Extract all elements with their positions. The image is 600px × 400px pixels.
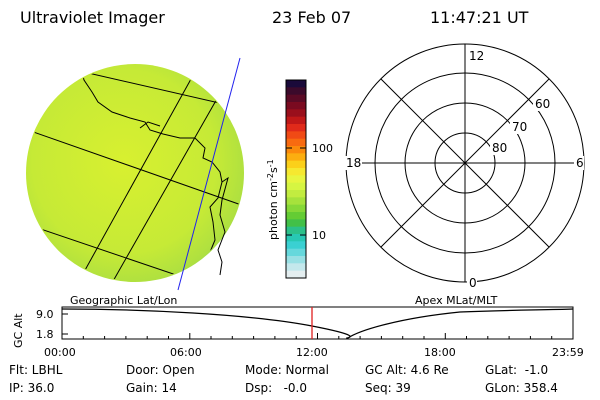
colorbar-frame (285, 79, 307, 279)
door-info: Door: Open (126, 363, 195, 377)
colorbar-segment (286, 219, 306, 228)
mlt-6-label: 6 (576, 156, 584, 170)
meridian-line (177, 57, 241, 291)
label-bg (533, 97, 551, 111)
colorbar-segment (286, 234, 306, 242)
lat-80-label: 80 (492, 141, 507, 155)
colorbar-segment (286, 241, 306, 250)
filter-info: Flt: LBHL (9, 363, 63, 377)
mlt-12-label: 12 (469, 49, 484, 63)
altitude-ytick-label: 1.8 (36, 328, 54, 341)
colorbar-segment (286, 160, 306, 169)
colorbar-segment (286, 80, 306, 88)
colorbar-segment (286, 175, 306, 184)
right-panel-caption: Apex MLat/MLT (415, 294, 498, 307)
left-panel-caption: Geographic Lat/Lon (70, 294, 177, 307)
colorbar-segment (286, 87, 306, 96)
colorbar-segment (286, 116, 306, 125)
colorbar (285, 79, 307, 279)
colorbar-segment (286, 248, 306, 257)
earth-disk (26, 64, 244, 282)
colorbar-segment (286, 256, 306, 264)
label-bg (574, 156, 584, 170)
lon-line (73, 69, 197, 281)
colorbar-segment (286, 226, 306, 235)
polar-axis-diagonal (380, 78, 550, 248)
label-bg (490, 141, 508, 155)
dsp-info: Dsp: -0.0 (245, 381, 308, 395)
colorbar-label: photon cm-2s-1 (266, 159, 280, 240)
seq-info: Seq: 39 (365, 381, 411, 395)
mlt-0-label: 0 (469, 276, 477, 290)
gain-info: Gain: 14 (126, 381, 177, 395)
altitude-ytick-label: 9.0 (36, 308, 54, 321)
colorbar-segment (286, 197, 306, 206)
coastline (74, 65, 223, 269)
colorbar-segment (286, 146, 306, 154)
lat-70-label: 70 (512, 120, 527, 134)
altitude-xtick-label: 06:00 (170, 346, 202, 359)
colorbar-segment (286, 212, 306, 220)
instrument-title: Ultraviolet Imager (20, 8, 165, 27)
altitude-xticks (61, 333, 574, 339)
colorbar-segment (286, 138, 306, 147)
glat-info: GLat: -1.0 (485, 363, 549, 377)
altitude-xtick-label: 18:00 (424, 346, 456, 359)
label-bg (467, 49, 483, 63)
colorbar-segment (286, 263, 306, 272)
gc-alt-info: GC Alt: 4.6 Re (365, 363, 449, 377)
colorbar-tick-label: 100 (312, 142, 333, 155)
glon-info: GLon: 358.4 (485, 381, 558, 395)
mode-info: Mode: Normal (245, 363, 329, 377)
lat-60-label: 60 (535, 97, 550, 111)
lon-line (107, 89, 223, 281)
coastline-extension (217, 176, 229, 276)
colorbar-segment (286, 109, 306, 118)
lat-line (27, 221, 243, 281)
colorbar-segment (286, 270, 306, 279)
altitude-ylabel: GC Alt (12, 313, 25, 348)
colorbar-segment (286, 94, 306, 103)
mlt-18-label: 18 (346, 156, 361, 170)
altitude-xtick-label: 00:00 (44, 346, 76, 359)
colorbar-segment (286, 204, 306, 213)
label-bg (344, 156, 362, 170)
colorbar-segment (286, 124, 306, 132)
label-bg (467, 276, 477, 289)
colorbar-segment (286, 153, 306, 162)
coastline (139, 121, 161, 129)
colorbar-tick-label: 10 (312, 229, 326, 242)
altitude-xtick-label: 23:59 (552, 346, 584, 359)
time-label: 11:47:21 UT (430, 8, 529, 27)
altitude-curve (61, 308, 574, 339)
date-label: 23 Feb 07 (272, 8, 352, 27)
colorbar-segment (286, 131, 306, 140)
lat-line (27, 127, 243, 209)
label-bg (510, 120, 528, 134)
ip-info: IP: 36.0 (9, 381, 55, 395)
colorbar-segment (286, 102, 306, 110)
altitude-xtick-label: 12:00 (296, 346, 328, 359)
colorbar-segment (286, 182, 306, 191)
polar-plot (345, 43, 585, 283)
earth-image (26, 57, 244, 291)
colorbar-segment (286, 190, 306, 198)
colorbar-segment (286, 168, 306, 176)
